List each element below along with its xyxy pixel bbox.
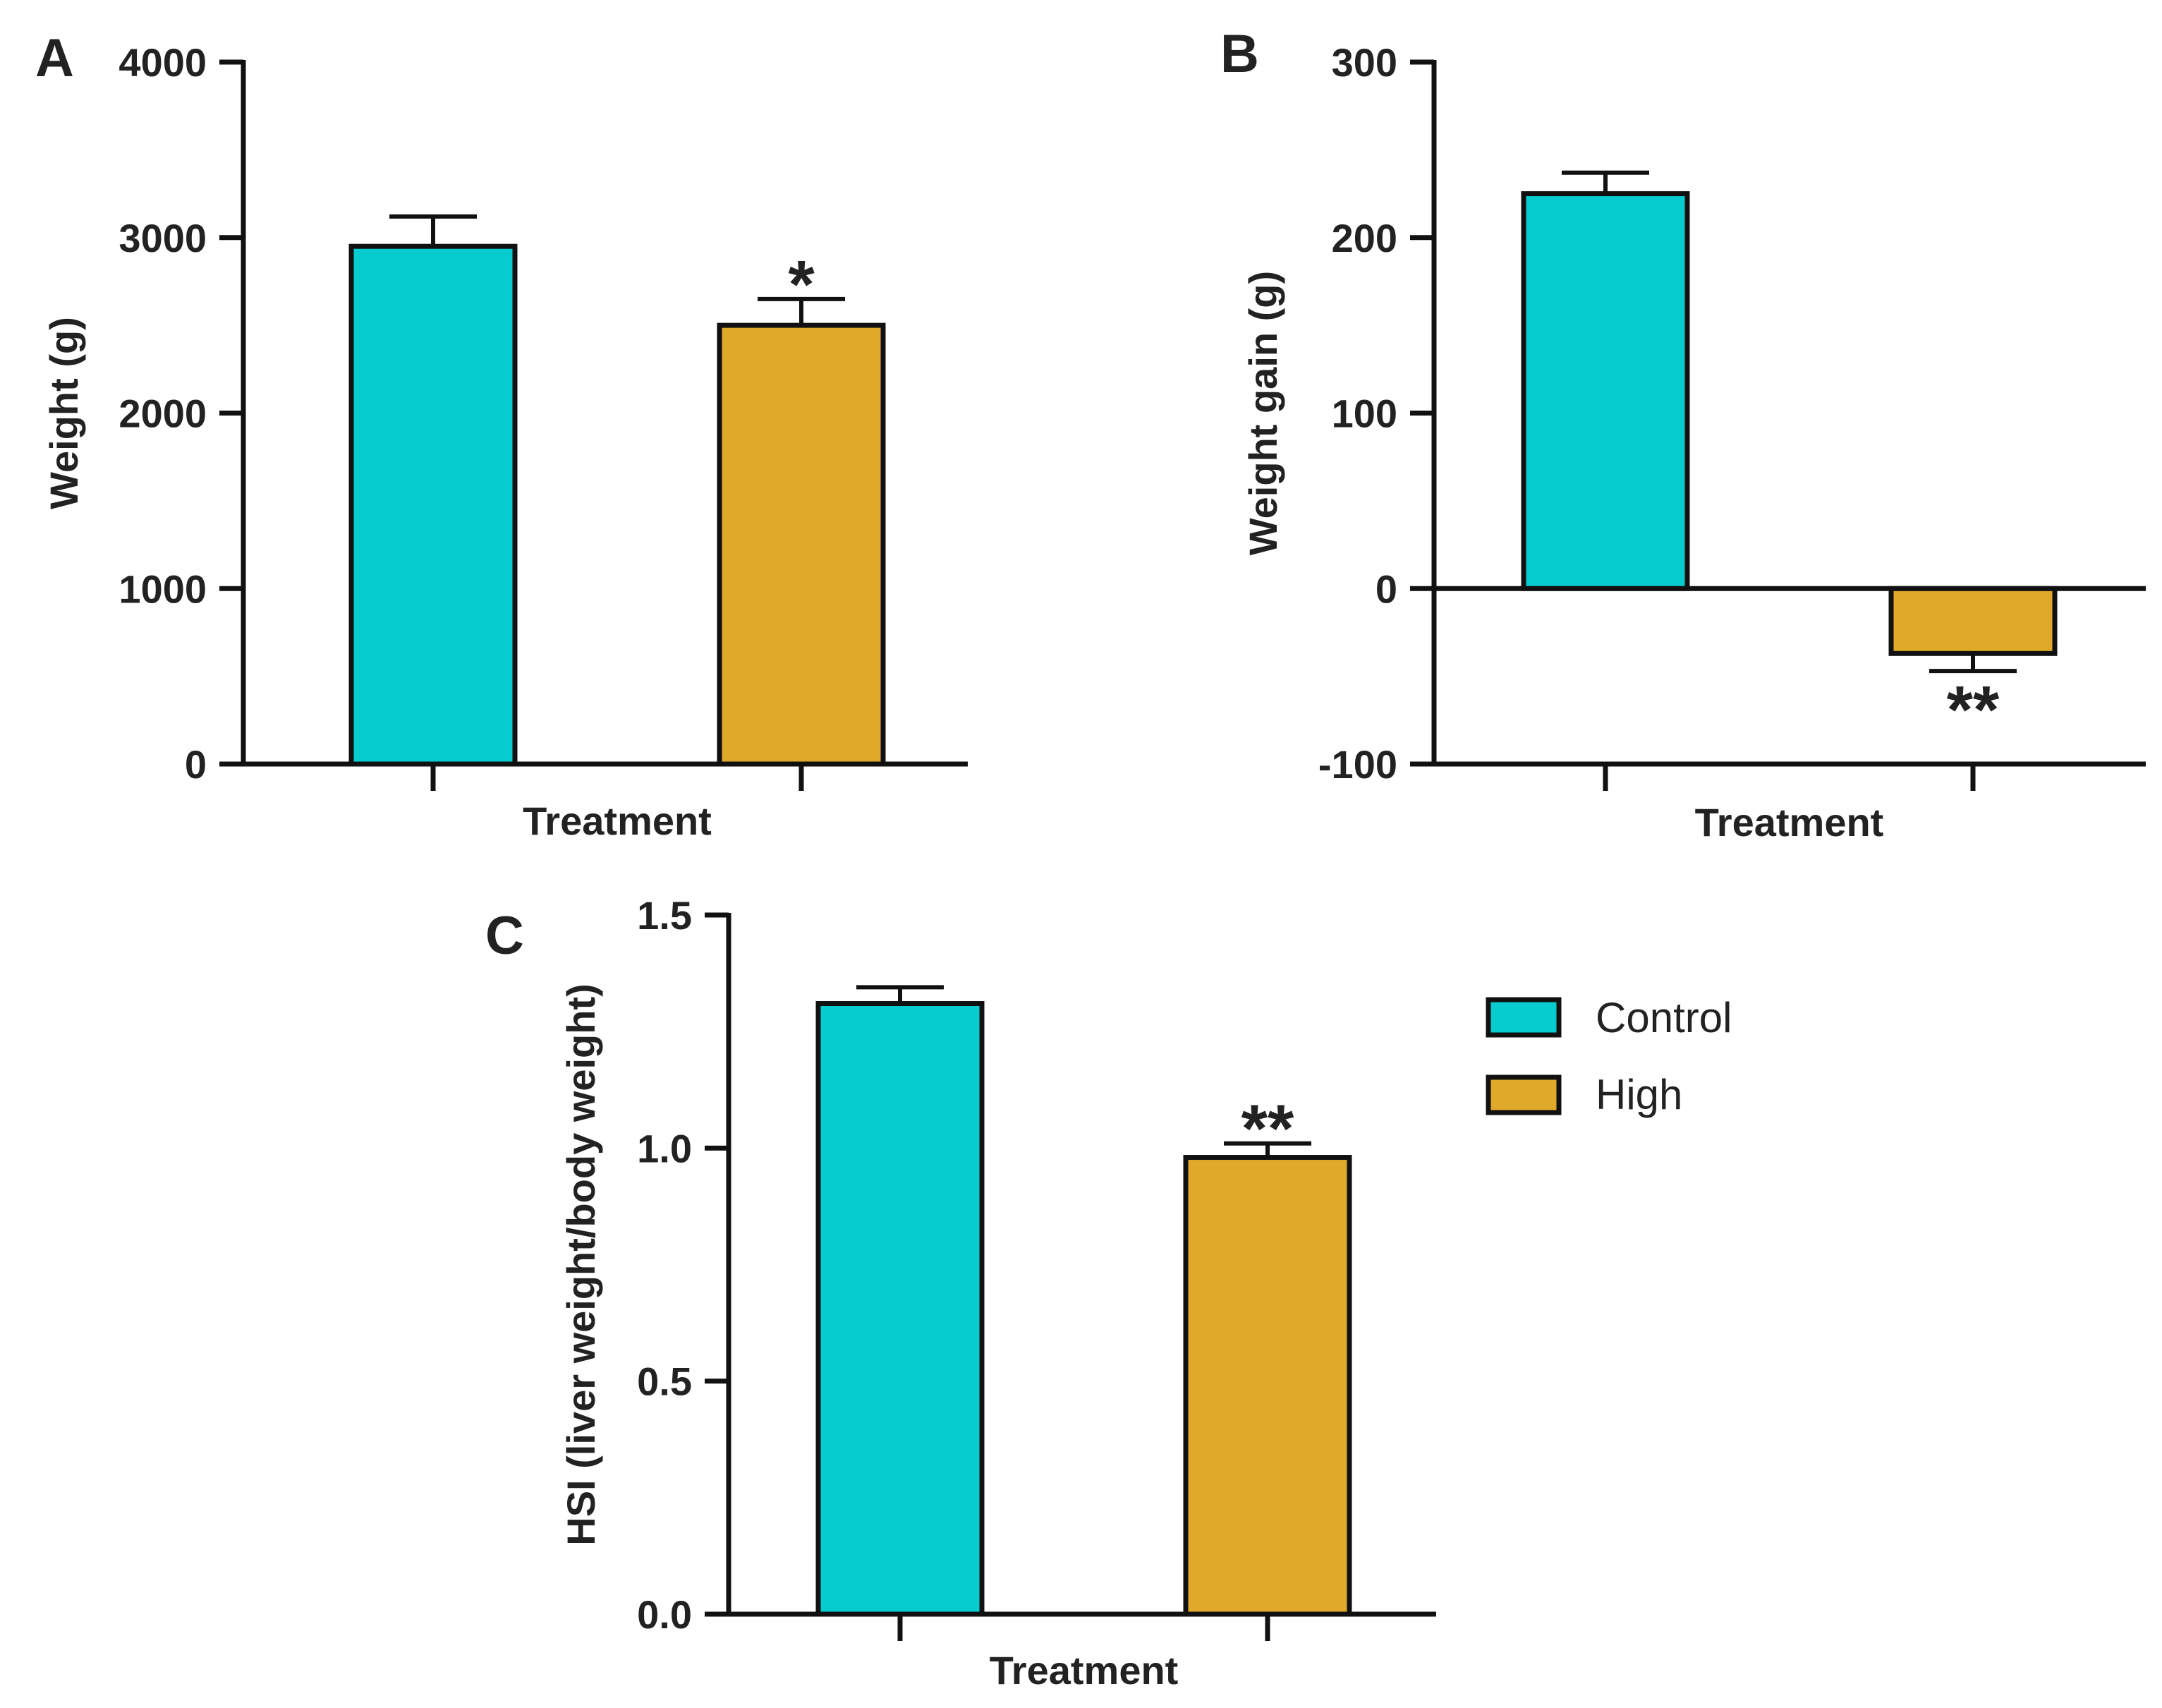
panel-a-sig-high: * bbox=[788, 247, 815, 322]
panel-c-y-tick-label: 0.5 bbox=[637, 1359, 692, 1404]
panel-b-y-tick-label: 0 bbox=[1375, 567, 1397, 611]
panel-b-y-axis-title: Weight gain (g) bbox=[1241, 271, 1285, 555]
panel-a: A 0 1000 2000 3000 4000 Weight (g) * Treatment bbox=[35, 28, 968, 843]
panel-a-bar-control bbox=[348, 243, 518, 767]
panel-c-x-axis-title: Treatment bbox=[990, 1648, 1179, 1692]
panel-a-y-tick-label: 2000 bbox=[119, 392, 207, 436]
panel-c-bar-control bbox=[815, 1001, 985, 1617]
panel-b-y-tick-label: 200 bbox=[1332, 216, 1397, 260]
panel-b-bar-high bbox=[1888, 586, 2058, 656]
panel-c: C 0.0 0.5 1.0 1.5 HSI (liver weight/body wei… bbox=[485, 893, 1436, 1692]
panel-b-y-tick-label: 100 bbox=[1332, 392, 1397, 436]
panel-c-axes: 0.0 0.5 1.0 1.5 HSI (liver weight/body weigh… bbox=[559, 893, 1436, 1692]
panel-b-label: B bbox=[1220, 24, 1259, 84]
panel-c-y-tick-label: 0.0 bbox=[637, 1592, 692, 1637]
panel-b-y-tick-label: 300 bbox=[1332, 40, 1397, 85]
panel-b-axes: -100 0 100 200 300 Weight gain (g) ** Treatment bbox=[1241, 40, 2146, 844]
legend: Control High bbox=[1486, 994, 1732, 1118]
panel-a-y-tick-label: 0 bbox=[185, 742, 207, 787]
panel-a-y-tick-label: 4000 bbox=[119, 40, 207, 85]
panel-b-x-axis-title: Treatment bbox=[1695, 800, 1884, 844]
panel-c-y-axis-title: HSI (liver weight/body weight) bbox=[559, 983, 603, 1546]
panel-c-y-tick-label: 1.0 bbox=[637, 1126, 692, 1170]
legend-label-control: Control bbox=[1596, 994, 1732, 1041]
panel-b-sig-high: ** bbox=[1947, 672, 2000, 748]
panel-b-y-tick-label: -100 bbox=[1318, 742, 1397, 787]
panel-a-y-tick-label: 3000 bbox=[119, 216, 207, 260]
panel-c-sig-high: ** bbox=[1241, 1091, 1294, 1167]
panel-a-y-axis-title: Weight (g) bbox=[42, 317, 86, 509]
panel-a-axes: 0 1000 2000 3000 4000 Weight (g) * Treatment bbox=[42, 40, 968, 843]
panel-b: B -100 0 100 200 300 Weight gain (g) ** Treatme… bbox=[1220, 24, 2146, 844]
panel-a-x-axis-title: Treatment bbox=[523, 799, 712, 843]
panel-a-y-tick-label: 1000 bbox=[119, 567, 207, 611]
panel-b-bar-control bbox=[1521, 191, 1690, 591]
legend-swatch-control bbox=[1486, 997, 1562, 1038]
panel-a-bar-high bbox=[717, 322, 886, 767]
panel-a-label: A bbox=[35, 28, 74, 88]
panel-c-label: C bbox=[485, 906, 524, 966]
panel-c-y-tick-label: 1.5 bbox=[637, 893, 692, 938]
legend-label-high: High bbox=[1596, 1071, 1682, 1118]
panel-c-bar-high bbox=[1183, 1155, 1352, 1617]
legend-swatch-high bbox=[1486, 1074, 1562, 1115]
